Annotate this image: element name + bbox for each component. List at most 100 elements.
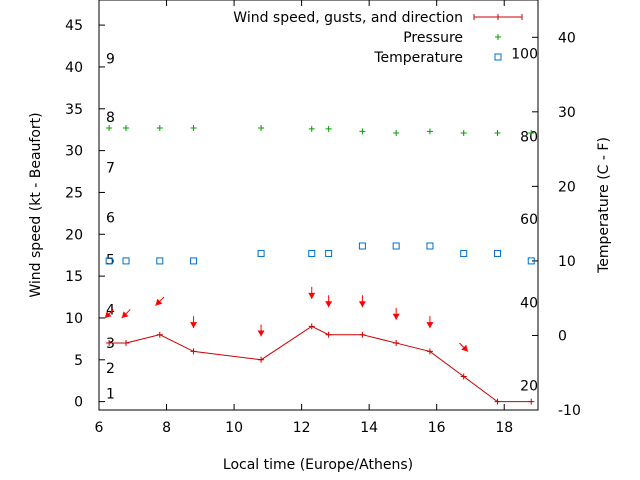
axis-ticks: 6 8 10 12 14 16 18051015202530354045-100102030… — [65, 0, 581, 436]
x-axis-label: Local time (Europe/Athens) — [223, 457, 413, 473]
wind-direction-arrow-head — [358, 301, 366, 308]
y-left-tick-label: 35 — [65, 102, 83, 118]
wind-direction-arrow — [308, 286, 316, 299]
wind-direction-arrow — [121, 309, 131, 319]
wind-speed-point — [325, 331, 332, 338]
temperature-point — [325, 249, 333, 257]
beaufort-label: 6 — [106, 211, 115, 227]
wind-direction-arrow-head — [104, 311, 112, 319]
pressure-point — [106, 125, 113, 132]
legend-label-wind: Wind speed, gusts, and direction — [233, 10, 463, 26]
temperature-point — [493, 249, 501, 257]
y-right-tick-label: 40 — [558, 30, 576, 46]
y-left-tick-label: 20 — [65, 227, 83, 243]
x-tick-label: 8 — [162, 420, 171, 436]
wind-speed-point — [123, 340, 130, 347]
x-tick-label: 6 — [95, 420, 104, 436]
beaufort-label: 9 — [106, 52, 115, 68]
y-right-tick-label: 20 — [558, 179, 576, 195]
wind-speed-point — [393, 340, 400, 347]
fahrenheit-label: 40 — [520, 296, 538, 312]
wind-speed-point — [426, 348, 433, 355]
fahrenheit-label: 20 — [520, 378, 538, 394]
y-left-tick-label: 15 — [65, 269, 83, 285]
wind-direction-arrow — [104, 309, 114, 319]
x-tick-label: 16 — [428, 420, 446, 436]
wind-direction-arrow-head — [121, 311, 129, 319]
fahrenheit-label: 60 — [520, 212, 538, 228]
legend-swatch-wind-marks — [473, 14, 523, 20]
wind-direction-arrow — [459, 342, 469, 352]
y-axis-label-left: Wind speed (kt - Beaufort) — [28, 112, 44, 297]
temperature-point — [460, 249, 468, 257]
temperature-point — [122, 257, 130, 265]
x-tick-label: 14 — [360, 420, 378, 436]
temperature-point — [105, 257, 113, 265]
wind-direction-arrow — [155, 296, 165, 306]
beaufort-label: 5 — [106, 252, 115, 268]
x-tick-label: 18 — [495, 420, 513, 436]
pressure-point — [123, 125, 130, 132]
legend-swatch-temperature — [494, 53, 502, 61]
y-right-tick-label: -10 — [558, 403, 581, 419]
pressure-point — [426, 128, 433, 135]
beaufort-label: 1 — [106, 386, 115, 402]
fahrenheit-label: 80 — [520, 129, 538, 145]
wind-speed-point — [359, 331, 366, 338]
temperature-point — [308, 249, 316, 257]
pressure-point — [460, 130, 467, 137]
wind-direction-arrow-head — [155, 298, 163, 306]
temperature-point — [527, 257, 535, 265]
temperature-point — [358, 242, 366, 250]
y-right-tick-label: 0 — [558, 328, 567, 344]
beaufort-label: 8 — [106, 110, 115, 126]
pressure-point — [156, 125, 163, 132]
legend-label-temperature: Temperature — [373, 50, 463, 66]
legend: Wind speed, gusts, and direction Pressure… — [233, 10, 523, 66]
temperature-point — [156, 257, 164, 265]
wind-direction-arrow — [325, 295, 333, 308]
wind-speed-point — [460, 373, 467, 380]
y-right-tick-label: 30 — [558, 105, 576, 121]
beaufort-label: 4 — [106, 303, 115, 319]
y-left-tick-label: 10 — [65, 311, 83, 327]
x-tick-label: 12 — [293, 420, 311, 436]
wind-direction-arrow-head — [325, 301, 333, 308]
wind-direction-arrow — [358, 295, 366, 308]
beaufort-label: 2 — [106, 361, 115, 377]
wind-speed-point — [258, 356, 265, 363]
wind-direction-arrow-head — [392, 313, 400, 320]
wind-direction-arrow — [392, 307, 400, 320]
x-tick-label: 10 — [225, 420, 243, 436]
y-left-tick-label: 0 — [74, 395, 83, 411]
pressure-point — [359, 128, 366, 135]
temperature-point — [426, 242, 434, 250]
wind-speed-point — [494, 398, 501, 405]
temperature-point — [190, 257, 198, 265]
wind-speed-point — [190, 348, 197, 355]
wind-direction-arrow-head — [308, 292, 316, 299]
pressure-point — [494, 130, 501, 137]
wind-direction-arrow-head — [257, 330, 265, 337]
wind-speed-point — [156, 331, 163, 338]
wind-direction-arrow — [426, 316, 434, 329]
y-left-tick-label: 5 — [74, 353, 83, 369]
wind-direction-arrow — [190, 316, 198, 329]
wind-direction-arrow-head — [426, 322, 434, 329]
pressure-point — [308, 125, 315, 132]
y-axis-label-right: Temperature (C - F) — [596, 137, 612, 274]
y-left-tick-label: 45 — [65, 18, 83, 34]
beaufort-label: 7 — [106, 160, 115, 176]
y-left-tick-label: 30 — [65, 144, 83, 160]
plot-frame — [98, 0, 539, 411]
legend-swatch-pressure — [495, 34, 501, 40]
legend-label-pressure: Pressure — [403, 30, 463, 46]
pressure-point — [393, 130, 400, 137]
pressure-point — [325, 125, 332, 132]
wind-direction-arrow-head — [190, 322, 198, 329]
y-left-tick-label: 40 — [65, 60, 83, 76]
wind-speed-point — [528, 398, 535, 405]
wind-speed-point — [308, 323, 315, 330]
pressure-point — [528, 130, 535, 137]
